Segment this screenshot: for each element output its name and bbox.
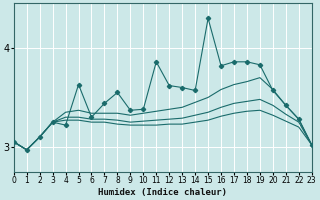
X-axis label: Humidex (Indice chaleur): Humidex (Indice chaleur) <box>98 188 227 197</box>
